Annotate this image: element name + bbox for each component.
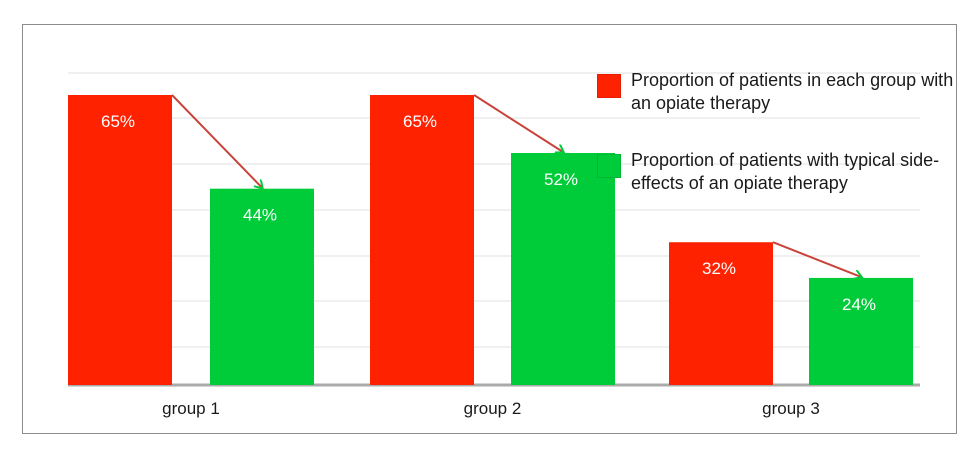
legend-swatch-green [597,154,621,178]
legend-item-opiate-therapy: Proportion of patients in each group wit… [597,70,957,150]
bar-side-effects [511,153,615,385]
x-tick-label: group 2 [464,399,522,418]
x-tick-label: group 3 [762,399,820,418]
x-tick-label: group 1 [162,399,220,418]
bar-opiate-therapy [370,95,474,385]
data-label: 24% [842,295,876,314]
legend-label: Proportion of patients with typical side… [631,150,940,193]
bar-side-effects [210,188,314,385]
trend-arrow [772,241,861,277]
data-label: 52% [544,170,578,189]
data-label: 65% [101,112,135,131]
data-label: 44% [243,206,277,225]
legend: Proportion of patients in each group wit… [597,70,957,230]
trend-arrow [171,94,262,188]
bar-side-effects [809,277,913,385]
data-label: 65% [403,112,437,131]
chart-frame [22,24,957,434]
data-labels: 65% 44% 65% 52% 32% 24% [101,112,876,314]
legend-label: Proportion of patients in each group wit… [631,70,954,113]
legend-item-side-effects: Proportion of patients with typical side… [597,150,957,230]
legend-swatch-red [597,74,621,98]
data-label: 32% [702,259,736,278]
x-tick-labels: group 1 group 2 group 3 [162,399,820,418]
trend-arrows [171,94,861,277]
bar-opiate-therapy [669,242,773,385]
trend-arrow [473,94,563,152]
bars [68,95,913,385]
bar-opiate-therapy [68,95,172,385]
